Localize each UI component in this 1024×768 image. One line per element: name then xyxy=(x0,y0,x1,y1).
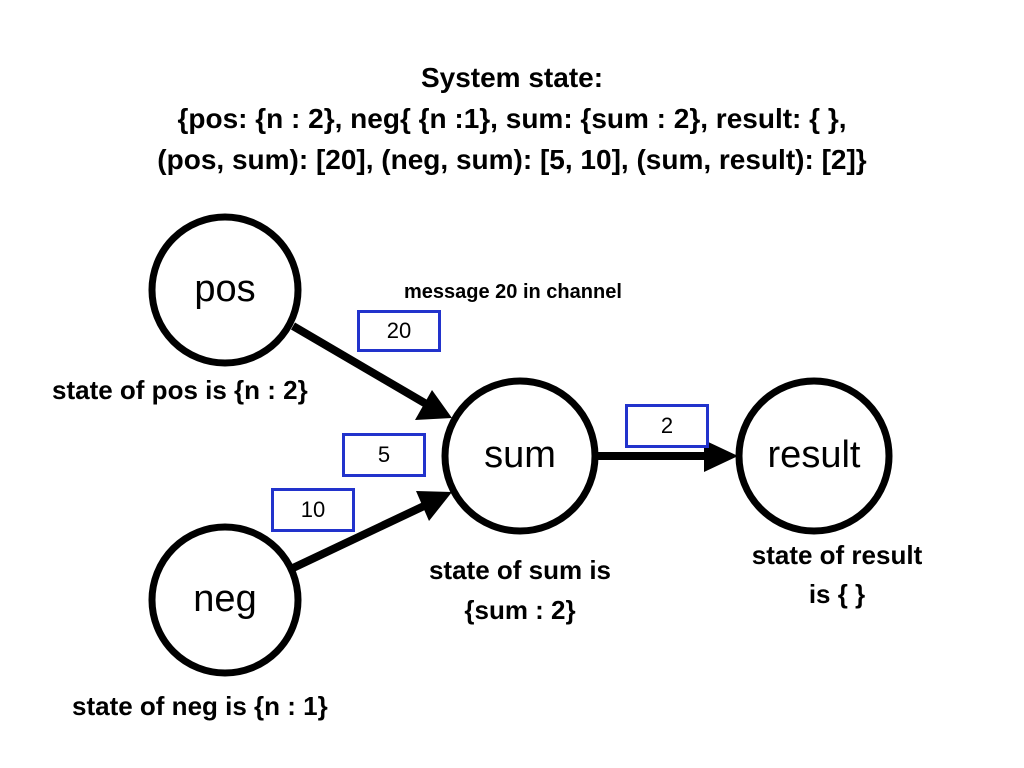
system-state-line-nodes: {pos: {n : 2}, neg{ {n :1}, sum: {sum : … xyxy=(177,103,847,134)
system-state-line-channels: (pos, sum): [20], (neg, sum): [5, 10], (… xyxy=(157,144,867,175)
channel-annotation: message 20 in channel xyxy=(404,281,622,303)
caption-sum-state-line1: state of sum is xyxy=(428,555,612,585)
node-sum xyxy=(441,377,599,535)
message-sum-result: 2 xyxy=(625,404,709,448)
node-result xyxy=(735,377,893,535)
node-pos-label: pos xyxy=(194,268,256,310)
system-state-title: System state: xyxy=(420,62,604,93)
node-sum-label: sum xyxy=(484,434,556,476)
message-pos-sum: 20 xyxy=(357,310,441,352)
caption-result-state-line1: state of result xyxy=(751,540,923,570)
message-neg-sum-second: 10 xyxy=(271,488,355,532)
caption-neg-state: state of neg is {n : 1} xyxy=(72,691,328,721)
edge-pos-to-sum xyxy=(290,322,431,409)
arrowhead-neg-sum xyxy=(416,491,452,521)
arrowhead-sum-result xyxy=(704,440,738,472)
message-neg-sum-first: 5 xyxy=(342,433,426,477)
edge-neg-to-sum xyxy=(291,502,426,572)
caption-pos-state: state of pos is {n : 2} xyxy=(52,375,308,405)
caption-result-state-line2: is { } xyxy=(808,579,866,609)
caption-sum-state-line2: {sum : 2} xyxy=(464,595,576,625)
node-result-label: result xyxy=(767,434,861,476)
node-neg-label: neg xyxy=(193,578,257,620)
node-neg xyxy=(148,523,302,677)
node-pos xyxy=(148,213,302,367)
arrowhead-pos-sum xyxy=(415,390,452,420)
